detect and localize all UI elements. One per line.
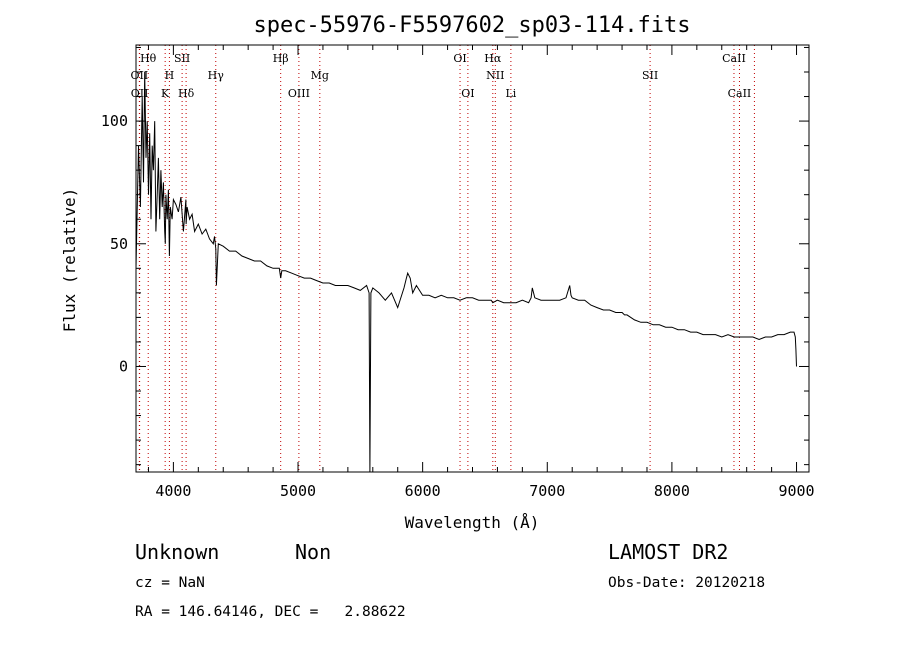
line-label: Hγ xyxy=(208,69,225,82)
survey-name: LAMOST DR2 xyxy=(608,540,729,564)
line-label: OII xyxy=(131,69,149,82)
x-tick-label: 8000 xyxy=(654,482,690,500)
line-label: CaII xyxy=(722,52,746,65)
x-tick-label: 4000 xyxy=(155,482,191,500)
line-label: Hα xyxy=(484,52,502,65)
line-label: OI xyxy=(461,87,474,100)
spectrum-line xyxy=(135,71,797,473)
line-label: Li xyxy=(505,87,516,100)
line-label: CaII xyxy=(728,87,752,100)
line-label: Hβ xyxy=(273,52,289,65)
line-label: NII xyxy=(486,69,504,82)
line-label: K xyxy=(161,87,170,100)
line-label: OI xyxy=(453,52,466,65)
coordinates: RA = 146.64146, DEC = 2.88622 xyxy=(135,604,406,620)
x-tick-label: 5000 xyxy=(280,482,316,500)
spectral-subclass: Non xyxy=(295,540,332,564)
x-tick-label: 6000 xyxy=(405,482,441,500)
line-label: OIII xyxy=(288,87,310,100)
y-tick-label: 50 xyxy=(110,235,128,253)
line-label: SII xyxy=(642,69,658,82)
y-tick-label: 100 xyxy=(101,112,128,130)
spectral-class: Unknown xyxy=(135,540,220,564)
line-label: H xyxy=(165,69,175,82)
x-tick-label: 9000 xyxy=(778,482,814,500)
y-axis-label: Flux (relative) xyxy=(60,188,79,333)
line-label: OII xyxy=(131,87,149,100)
observation-date: Obs-Date: 20120218 xyxy=(608,575,766,591)
line-label: SII xyxy=(174,52,190,65)
redshift-cz: cz = NaN xyxy=(135,575,205,591)
axis-ticks xyxy=(136,45,809,472)
axis-tick-labels: 4000 5000 6000 7000 8000 9000 0 50 100 xyxy=(101,112,815,500)
chart-title: spec-55976-F5597602_sp03-114.fits xyxy=(253,13,690,38)
x-tick-label: 7000 xyxy=(529,482,565,500)
line-label: Hδ xyxy=(178,87,195,100)
y-tick-label: 0 xyxy=(119,357,128,375)
x-axis-label: Wavelength (Å) xyxy=(405,513,540,532)
plot-frame xyxy=(135,44,810,473)
spectral-line-markers xyxy=(138,45,755,472)
line-label: Mg xyxy=(311,69,329,82)
line-label: Hθ xyxy=(140,52,157,65)
